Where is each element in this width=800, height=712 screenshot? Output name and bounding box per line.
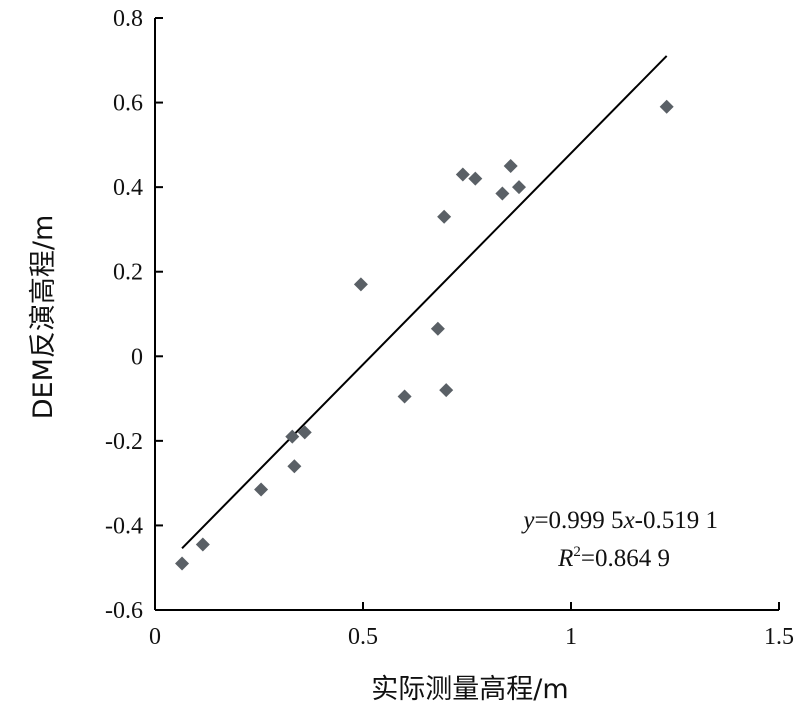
data-point bbox=[439, 383, 454, 398]
data-point bbox=[353, 277, 368, 292]
x-axis-title: 实际测量高程/m bbox=[371, 674, 568, 705]
y-ticks: -0.6 -0.4 -0.2 0 0.2 0.4 0.6 0.8 bbox=[105, 6, 163, 624]
y-tick-label: 0.8 bbox=[113, 6, 143, 32]
data-point bbox=[659, 99, 674, 114]
data-point bbox=[495, 186, 510, 201]
data-point bbox=[254, 482, 269, 497]
regression-equation: y=0.999 5x-0.519 1 bbox=[520, 507, 718, 534]
data-point bbox=[195, 537, 210, 552]
x-ticks: 0 0.5 1 1.5 bbox=[149, 602, 794, 650]
x-tick-label: 1.5 bbox=[764, 624, 794, 650]
r2-value: =0.864 9 bbox=[581, 545, 670, 572]
eq-x-var: x bbox=[623, 507, 635, 534]
y-tick-label: 0.6 bbox=[113, 91, 143, 117]
data-point bbox=[297, 425, 312, 440]
data-point bbox=[287, 459, 302, 474]
y-tick-label: 0 bbox=[131, 344, 143, 370]
eq-intercept: -0.519 1 bbox=[635, 507, 718, 534]
trendline bbox=[181, 55, 668, 550]
eq-y-var: y bbox=[520, 507, 535, 534]
axes bbox=[154, 18, 779, 611]
x-tick-label: 0 bbox=[149, 624, 161, 650]
x-tick-label: 0.5 bbox=[348, 624, 378, 650]
y-tick-label: -0.2 bbox=[105, 429, 143, 455]
data-point bbox=[175, 556, 190, 571]
data-point bbox=[437, 209, 452, 224]
y-axis-title: DEM反演高程/m bbox=[28, 215, 59, 420]
y-tick-label: -0.4 bbox=[105, 513, 143, 539]
r2-exponent: 2 bbox=[573, 544, 581, 560]
data-points bbox=[175, 99, 674, 571]
data-point bbox=[397, 389, 412, 404]
data-point bbox=[455, 167, 470, 182]
eq-slope: =0.999 5 bbox=[534, 507, 623, 534]
data-point bbox=[430, 321, 445, 336]
data-point bbox=[512, 180, 526, 195]
y-tick-label: 0.2 bbox=[113, 260, 143, 286]
y-tick-label: -0.6 bbox=[105, 598, 143, 624]
x-tick-label: 1 bbox=[565, 624, 577, 650]
y-tick-label: 0.4 bbox=[113, 175, 143, 201]
data-point bbox=[503, 159, 518, 173]
r2-symbol: R bbox=[557, 545, 573, 572]
r-squared: R2=0.864 9 bbox=[557, 544, 670, 572]
data-point bbox=[285, 429, 300, 444]
data-point bbox=[468, 171, 483, 186]
